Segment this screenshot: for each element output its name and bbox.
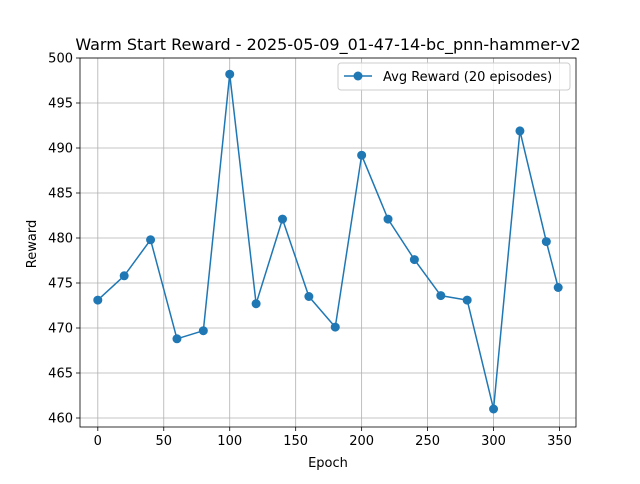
chart-title: Warm Start Reward - 2025-05-09_01-47-14-… — [75, 35, 580, 55]
data-point — [357, 150, 367, 160]
x-tick-label: 250 — [415, 434, 440, 449]
data-point — [436, 291, 446, 301]
legend: Avg Reward (20 episodes) — [337, 62, 571, 91]
axes: 0 50 100 150 200 250 300 350 460 465 470 475 480 485 4… — [48, 52, 577, 449]
data-point — [330, 322, 340, 332]
data-point — [277, 214, 287, 224]
plot-frame — [79, 57, 577, 428]
y-tick-label: 460 — [48, 412, 73, 427]
legend-label: Avg Reward (20 episodes) — [383, 70, 552, 85]
y-tick-label: 500 — [48, 52, 73, 67]
series-layer — [93, 69, 563, 414]
y-tick-label: 490 — [48, 142, 73, 157]
data-point — [198, 326, 208, 336]
data-point — [462, 295, 472, 305]
legend-marker-icon — [353, 71, 363, 81]
data-point — [383, 214, 393, 224]
x-tick-label: 100 — [217, 434, 242, 449]
grid-lines — [80, 57, 576, 427]
data-point — [93, 295, 103, 305]
y-tick-label: 480 — [48, 232, 73, 247]
y-tick-label: 485 — [48, 187, 73, 202]
data-point — [409, 255, 419, 265]
data-point — [541, 237, 551, 247]
legend-box — [337, 62, 571, 91]
x-tick-label: 200 — [349, 434, 374, 449]
data-point — [225, 69, 235, 79]
data-point — [119, 271, 129, 281]
y-tick-label: 475 — [48, 277, 73, 292]
y-axis-label: Reward — [25, 220, 40, 268]
data-point — [515, 126, 525, 136]
x-tick-label: 350 — [547, 434, 572, 449]
data-point — [304, 292, 314, 301]
data-point — [489, 404, 499, 414]
x-tick-label: 50 — [155, 434, 172, 449]
x-tick-label: 150 — [283, 434, 308, 449]
data-point — [553, 283, 563, 292]
x-tick-label: 0 — [94, 434, 102, 449]
x-axis-label: Epoch — [308, 456, 348, 471]
y-tick-label: 470 — [48, 322, 73, 337]
y-tick-label: 465 — [48, 367, 73, 382]
data-point — [172, 334, 182, 344]
data-point — [146, 235, 156, 245]
x-tick-label: 300 — [481, 434, 506, 449]
data-point — [251, 299, 261, 309]
y-tick-label: 495 — [48, 97, 73, 112]
